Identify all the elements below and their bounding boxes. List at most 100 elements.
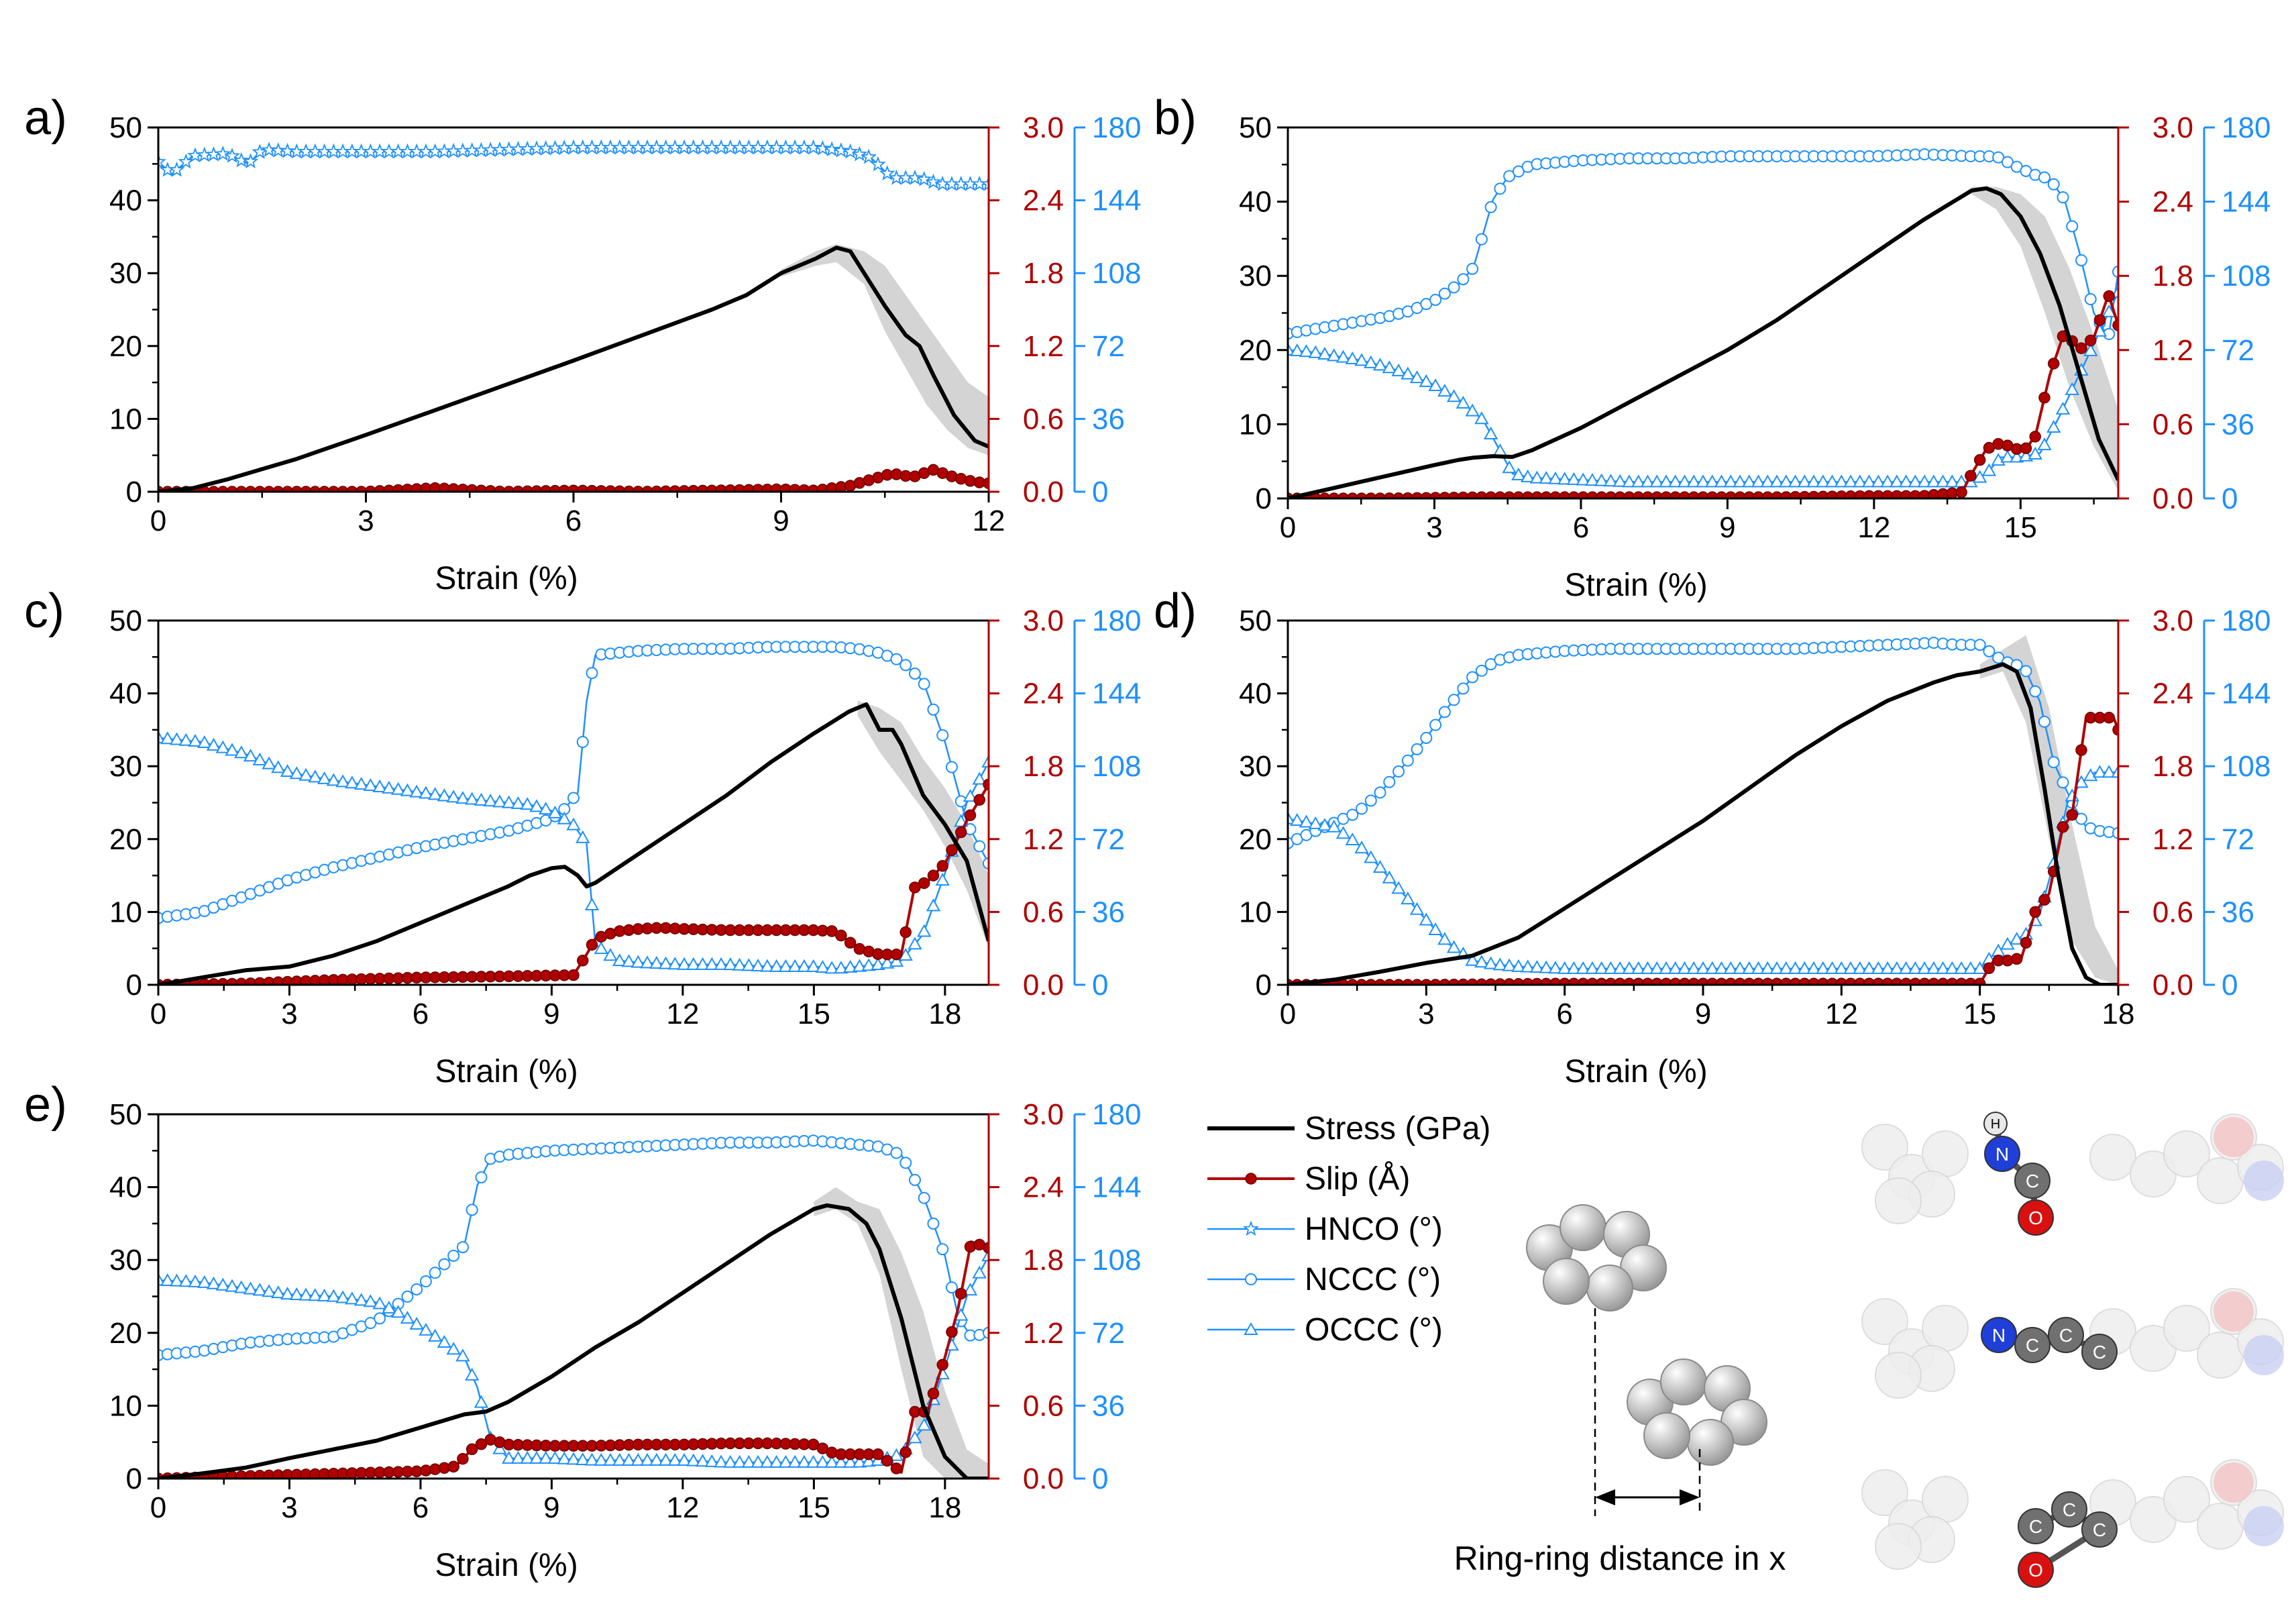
y-stress-tick-label: 30	[1239, 750, 1272, 783]
nccc-point	[918, 678, 930, 690]
occc-point	[640, 955, 655, 969]
nccc-point	[936, 729, 949, 741]
hnco-point	[916, 170, 932, 186]
occc-point	[1483, 426, 1498, 439]
x-tick-label: 6	[413, 998, 429, 1030]
occc-point	[1788, 474, 1803, 488]
occc-point	[298, 767, 313, 781]
x-axis-label: Strain (%)	[1564, 568, 1707, 603]
faded-nitrogen	[2244, 1161, 2284, 1201]
plot-frame	[1287, 619, 2120, 986]
slip-point	[567, 969, 580, 981]
occc-point	[234, 745, 249, 759]
faded-atom	[1922, 1305, 1969, 1352]
occc-point	[1824, 474, 1840, 488]
occc-point	[1456, 395, 1471, 409]
occc-point	[576, 1452, 590, 1465]
occc-point	[390, 782, 406, 795]
y-stress-tick-label: 30	[1239, 260, 1272, 292]
hnco-point	[861, 148, 877, 164]
occc-point	[704, 1454, 720, 1467]
nccc-point	[945, 1281, 958, 1294]
atom-label: C	[2026, 1171, 2039, 1191]
x-tick-label: 15	[2004, 511, 2037, 544]
ring-atom	[1660, 1358, 1707, 1405]
occc-point	[824, 1454, 839, 1468]
nccc-point	[1466, 671, 1479, 684]
y-angle-tick-label: 144	[2222, 678, 2271, 710]
occc-point	[1880, 474, 1895, 488]
y-angle-tick-label: 72	[1092, 823, 1125, 856]
occc-point	[1566, 961, 1582, 974]
atom-sphere	[2081, 1334, 2118, 1370]
y-angle-tick-label: 108	[2222, 750, 2271, 783]
arrow-head-right	[1680, 1489, 1700, 1505]
y-slip-tick-label: 2.4	[2152, 678, 2193, 710]
occc-point	[2055, 401, 2071, 415]
occc-point	[1446, 940, 1462, 953]
occc-point	[1640, 474, 1655, 488]
atom-sphere	[2051, 1491, 2087, 1528]
y-angle-tick-label: 72	[2222, 334, 2254, 367]
nccc-point	[567, 792, 580, 804]
nccc-point	[429, 1267, 441, 1279]
nccc-point	[1383, 776, 1396, 788]
occc-line	[158, 1255, 989, 1464]
plot-area	[158, 1134, 989, 1479]
hnco-point	[242, 153, 259, 169]
occc-point	[1317, 818, 1332, 831]
legend-label: OCCC (°)	[1305, 1312, 1443, 1348]
x-tick-label: 9	[773, 504, 789, 537]
faded-atom	[1922, 1476, 1969, 1523]
x-tick-label: 12	[666, 1491, 699, 1524]
occc-point	[400, 1311, 415, 1324]
nccc-point	[1420, 731, 1433, 744]
occc-point	[1769, 474, 1784, 488]
occc-point	[723, 957, 738, 971]
atom-C: C	[2018, 1508, 2054, 1544]
nccc-point	[973, 840, 986, 853]
y-angle-tick-label: 144	[1092, 1171, 1141, 1204]
occc-point	[741, 958, 757, 971]
occc-markers	[1288, 765, 2118, 974]
slip-point	[973, 794, 985, 806]
slip-markers	[158, 464, 989, 492]
x-tick-label: 0	[1280, 511, 1296, 544]
occc-point	[1345, 351, 1360, 364]
atom-C: C	[2014, 1163, 2051, 1199]
y-angle-tick-label: 72	[1092, 330, 1125, 363]
occc-point	[1622, 961, 1637, 974]
occc-point	[908, 1430, 922, 1444]
nccc-point	[2084, 293, 2097, 306]
occc-point	[1299, 814, 1314, 828]
occc-point	[1382, 870, 1397, 884]
occc-point	[474, 792, 489, 806]
occc-point	[437, 1334, 452, 1348]
occc-point	[1816, 961, 1830, 974]
occc-point	[954, 1307, 969, 1321]
occc-point	[1935, 474, 1951, 488]
occc-point	[1548, 471, 1563, 484]
slip-point	[2020, 442, 2032, 454]
atom-C: C	[2081, 1511, 2118, 1548]
panel-label: b)	[1154, 91, 1197, 145]
slip-point	[2029, 431, 2041, 443]
nccc-point	[576, 736, 589, 748]
slip-point	[2066, 808, 2078, 821]
slip-point	[1965, 470, 1977, 482]
atom-C: C	[2014, 1327, 2051, 1363]
occc-point	[621, 954, 637, 967]
slip-point	[1392, 979, 1405, 985]
occc-point	[455, 791, 470, 804]
x-tick-label: 12	[1857, 511, 1890, 544]
slip-markers	[158, 778, 989, 985]
occc-point	[1898, 474, 1914, 488]
occc-point	[704, 957, 720, 970]
nccc-point	[1484, 201, 1497, 213]
occc-point	[1779, 961, 1794, 974]
y-slip-tick-label: 3.0	[2152, 111, 2193, 144]
y-stress-tick-label: 30	[109, 257, 142, 290]
